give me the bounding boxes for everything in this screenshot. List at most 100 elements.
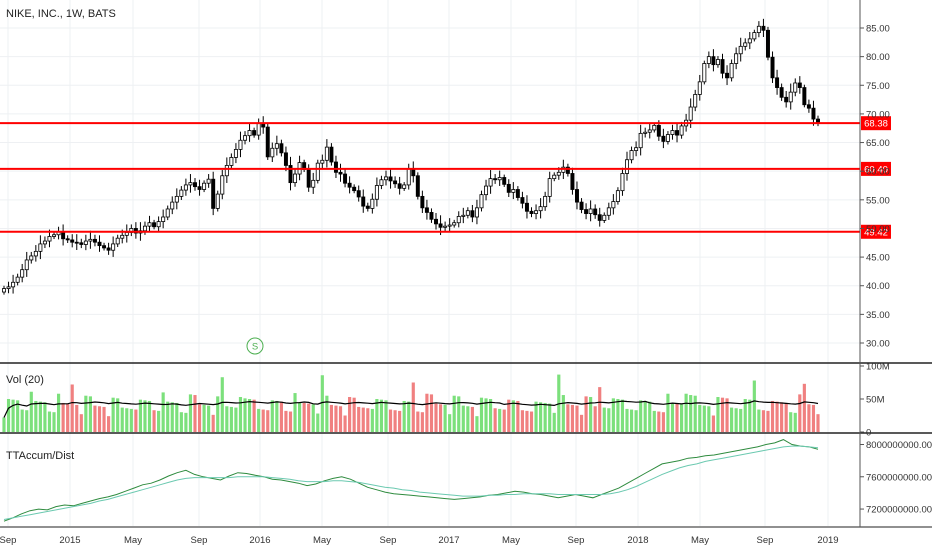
- candle-body: [752, 32, 757, 40]
- volume-bar: [693, 395, 697, 432]
- volume-bar: [188, 394, 193, 432]
- candle-body: [293, 173, 298, 184]
- volume-bar: [652, 410, 656, 432]
- candle-body: [756, 25, 761, 33]
- volume-bar: [343, 415, 347, 432]
- candle-body: [597, 214, 602, 221]
- candle-body: [670, 130, 675, 135]
- volume-bar: [730, 407, 734, 432]
- candle-body: [384, 176, 388, 181]
- x-tick-label: May: [502, 535, 520, 546]
- price-candles[interactable]: [2, 18, 820, 295]
- candle-body: [715, 59, 720, 66]
- volume-bar: [338, 406, 343, 432]
- volume-bar: [193, 395, 197, 432]
- volume-bar: [757, 409, 761, 432]
- candle-body: [74, 241, 79, 244]
- candle-body: [665, 134, 670, 142]
- candle-body: [493, 178, 498, 181]
- candle-body: [47, 236, 52, 242]
- candle-body: [20, 269, 25, 278]
- candle-body: [120, 234, 125, 239]
- candle-body: [247, 130, 252, 137]
- level-label: 60.40: [864, 164, 888, 175]
- candle-body: [2, 288, 6, 293]
- volume-bar: [184, 412, 188, 432]
- candle-body: [256, 123, 261, 136]
- volume-bar: [766, 410, 770, 432]
- accum-tick-label: 8000000000.0000: [866, 440, 932, 451]
- volume-bar: [238, 397, 243, 432]
- volume-bar: [816, 414, 820, 432]
- candle-body: [102, 245, 107, 249]
- volume-bar: [307, 403, 311, 432]
- candle-body: [420, 195, 425, 209]
- volume-bar: [720, 397, 725, 432]
- candle-body: [652, 124, 657, 131]
- volume-bar: [298, 402, 302, 432]
- candle-body: [320, 159, 325, 164]
- candle-body: [220, 175, 225, 195]
- candle-body: [265, 126, 270, 158]
- candle-body: [620, 173, 625, 192]
- accum-pane-title: TTAccum/Dist: [6, 450, 74, 462]
- volume-bar: [679, 404, 684, 432]
- candle-body: [83, 240, 88, 245]
- candle-body: [679, 125, 684, 136]
- candle-body: [470, 210, 475, 218]
- candle-body: [697, 81, 702, 95]
- volume-bar: [579, 414, 584, 432]
- volume-bar: [370, 408, 374, 432]
- horizontal-levels[interactable]: 68.38 60.40 49.42: [0, 116, 891, 239]
- candle-body: [79, 242, 84, 245]
- volume-bar: [102, 406, 106, 432]
- volume-bars[interactable]: [2, 374, 820, 432]
- volume-bar: [793, 412, 797, 432]
- x-tick-label: Sep: [380, 535, 397, 546]
- volume-bar: [707, 406, 711, 432]
- candle-body: [738, 45, 743, 55]
- candle-body: [311, 179, 316, 188]
- candle-body: [629, 150, 634, 161]
- volume-bar: [143, 400, 147, 432]
- x-tick-label: 2018: [627, 535, 648, 546]
- volume-bar: [498, 408, 502, 432]
- volume-bar: [620, 399, 625, 432]
- volume-bar: [348, 397, 352, 432]
- candle-body: [529, 210, 534, 214]
- marker-label: S: [252, 342, 258, 353]
- candle-body: [124, 232, 129, 236]
- volume-bar: [66, 403, 70, 432]
- candle-body: [793, 82, 798, 93]
- candle-body: [65, 238, 70, 241]
- accum-dist-lines[interactable]: [3, 439, 819, 522]
- candle-body: [434, 218, 438, 225]
- candle-body: [152, 222, 157, 228]
- volume-bar: [225, 406, 229, 432]
- volume-bar: [93, 405, 97, 432]
- volume-bar: [548, 403, 552, 432]
- candle-body: [142, 225, 147, 232]
- volume-bar: [243, 398, 247, 432]
- candle-body: [193, 182, 197, 188]
- volume-bar: [752, 380, 756, 432]
- candle-body: [183, 184, 188, 191]
- y-tick-label: 70.00: [866, 109, 890, 120]
- volume-bar: [279, 401, 283, 432]
- y-tick-label: 30.00: [866, 339, 890, 350]
- volume-bar: [484, 398, 488, 432]
- candle-body: [484, 185, 489, 196]
- marker-s-icon[interactable]: S: [246, 337, 264, 355]
- candle-body: [156, 221, 161, 228]
- candle-body: [779, 87, 784, 98]
- volume-bar: [84, 395, 88, 432]
- y-tick-label: 85.00: [866, 24, 890, 35]
- candle-body: [747, 38, 752, 44]
- candle-body: [661, 135, 666, 142]
- candle-body: [415, 175, 420, 197]
- candle-body: [374, 185, 379, 200]
- candle-body: [11, 281, 16, 288]
- pane-frame: [0, 0, 932, 528]
